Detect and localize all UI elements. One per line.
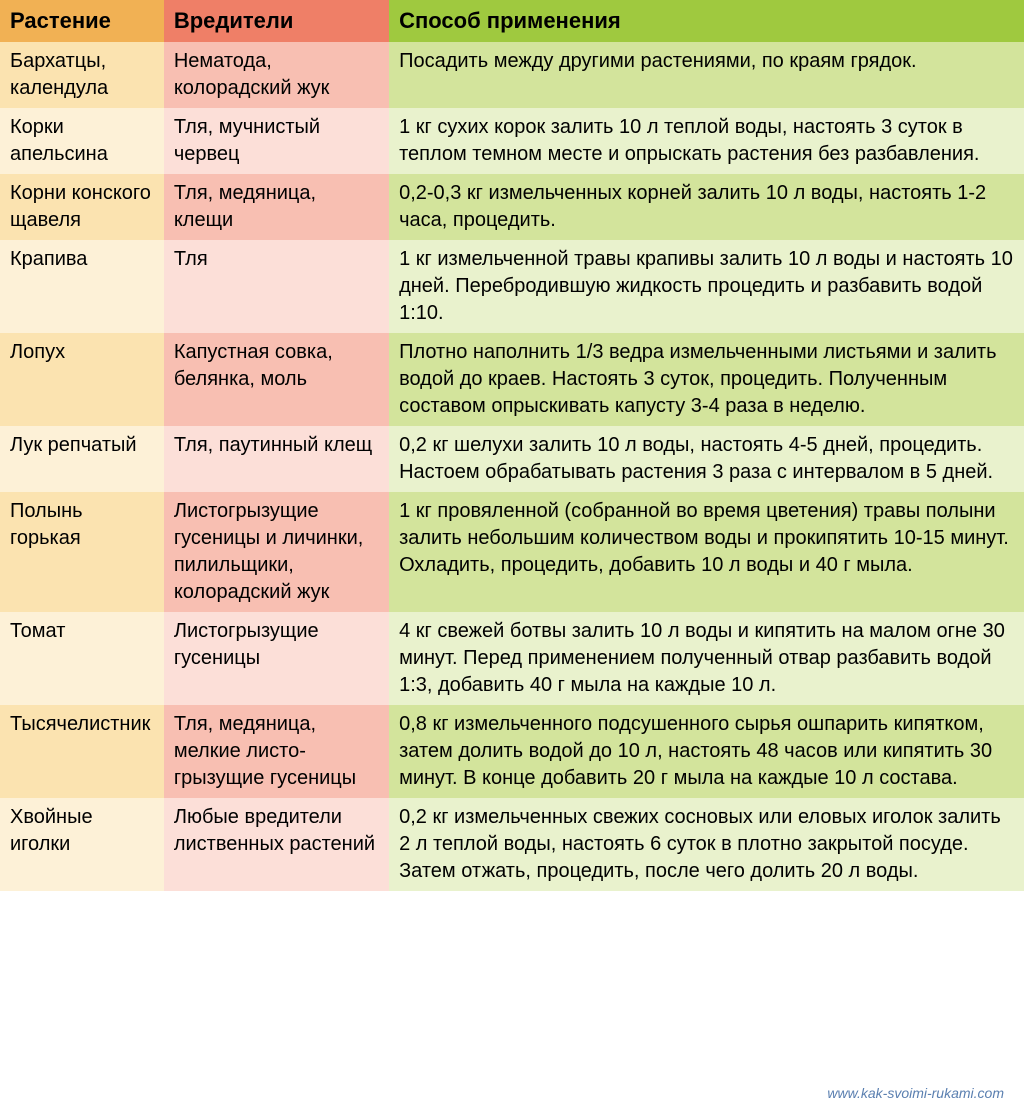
table-row: Лук репчатыйТля, паутинный клещ0,2 кг ше…	[0, 426, 1024, 492]
cell-plant: Корки апельсина	[0, 108, 164, 174]
table-row: КрапиваТля1 кг измельченной травы крапив…	[0, 240, 1024, 333]
cell-plant: Полынь горькая	[0, 492, 164, 612]
table-row: ЛопухКапустная совка, белянка, мольПлотн…	[0, 333, 1024, 426]
cell-plant: Крапива	[0, 240, 164, 333]
table-row: Бархатцы, календулаНематода, колорадский…	[0, 42, 1024, 108]
pest-control-table: Растение Вредители Способ применения Бар…	[0, 0, 1024, 891]
cell-plant: Хвойные иголки	[0, 798, 164, 891]
cell-usage: 0,2 кг шелухи залить 10 л воды, настоять…	[389, 426, 1024, 492]
cell-pests: Тля	[164, 240, 389, 333]
cell-pests: Листогрызущие гусеницы	[164, 612, 389, 705]
cell-plant: Бархатцы, календула	[0, 42, 164, 108]
table-row: Корки апельсинаТля, мучнистый червец1 кг…	[0, 108, 1024, 174]
cell-usage: Посадить между другими растениями, по кр…	[389, 42, 1024, 108]
cell-usage: 0,2-0,3 кг измельченных корней залить 10…	[389, 174, 1024, 240]
table-row: ТоматЛистогрызущие гусеницы4 кг свежей б…	[0, 612, 1024, 705]
cell-usage: Плотно наполнить 1/3 ведра измельченными…	[389, 333, 1024, 426]
header-plant: Растение	[0, 0, 164, 42]
cell-pests: Тля, медяница, клещи	[164, 174, 389, 240]
cell-pests: Любые вредители лиственных растений	[164, 798, 389, 891]
cell-usage: 0,8 кг измельченного подсушенного сырья …	[389, 705, 1024, 798]
cell-pests: Тля, медяница, мелкие листо­грызущие гус…	[164, 705, 389, 798]
watermark: www.kak-svoimi-rukami.com	[827, 1085, 1004, 1101]
cell-pests: Тля, паутинный клещ	[164, 426, 389, 492]
header-usage: Способ применения	[389, 0, 1024, 42]
cell-usage: 1 кг провяленной (собранной во время цве…	[389, 492, 1024, 612]
cell-pests: Листогрызущие гусеницы и личинки, пилиль…	[164, 492, 389, 612]
cell-plant: Томат	[0, 612, 164, 705]
cell-pests: Капустная совка, белянка, моль	[164, 333, 389, 426]
table-row: Тысяче­листникТля, медяница, мелкие лист…	[0, 705, 1024, 798]
table-row: Полынь горькаяЛистогрызущие гусеницы и л…	[0, 492, 1024, 612]
cell-plant: Лук репчатый	[0, 426, 164, 492]
cell-pests: Нематода, колорадский жук	[164, 42, 389, 108]
header-row: Растение Вредители Способ применения	[0, 0, 1024, 42]
cell-usage: 1 кг измельченной травы крапивы залить 1…	[389, 240, 1024, 333]
cell-usage: 0,2 кг измельченных свежих сосновых или …	[389, 798, 1024, 891]
cell-pests: Тля, мучнистый червец	[164, 108, 389, 174]
table-row: Корни конского щавеляТля, медяница, клещ…	[0, 174, 1024, 240]
table-row: Хвойные иголкиЛюбые вредители лиственных…	[0, 798, 1024, 891]
cell-usage: 4 кг свежей ботвы залить 10 л воды и кип…	[389, 612, 1024, 705]
cell-plant: Корни конского щавеля	[0, 174, 164, 240]
cell-usage: 1 кг сухих корок залить 10 л теплой воды…	[389, 108, 1024, 174]
header-pests: Вредители	[164, 0, 389, 42]
table-body: Бархатцы, календулаНематода, колорадский…	[0, 42, 1024, 891]
cell-plant: Тысяче­листник	[0, 705, 164, 798]
cell-plant: Лопух	[0, 333, 164, 426]
